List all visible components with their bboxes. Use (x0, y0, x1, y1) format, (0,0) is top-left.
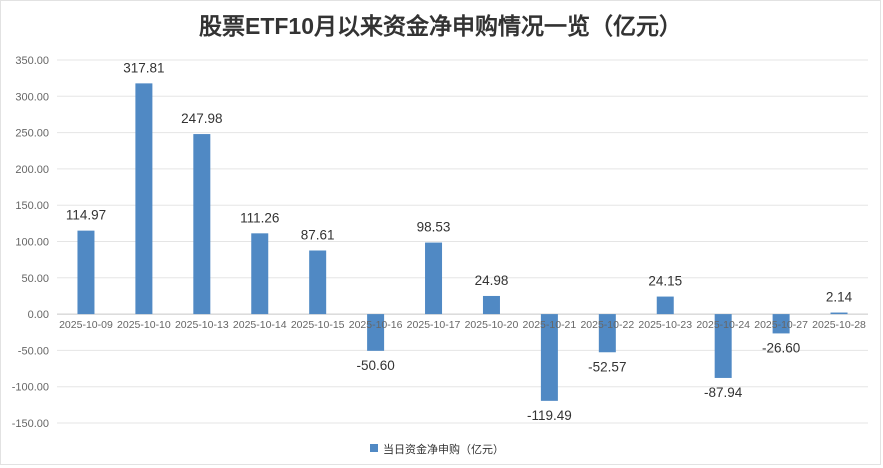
svg-text:-26.60: -26.60 (762, 340, 800, 355)
svg-text:0.00: 0.00 (28, 309, 49, 321)
svg-text:300.00: 300.00 (15, 91, 49, 103)
svg-text:2.14: 2.14 (826, 290, 853, 305)
svg-text:87.61: 87.61 (301, 227, 335, 242)
svg-text:-52.57: -52.57 (588, 359, 626, 374)
svg-text:2025-10-17: 2025-10-17 (407, 319, 461, 331)
svg-text:150.00: 150.00 (15, 200, 49, 212)
svg-text:247.98: 247.98 (181, 111, 222, 126)
svg-text:350.00: 350.00 (15, 55, 49, 67)
svg-text:200.00: 200.00 (15, 164, 49, 176)
svg-text:98.53: 98.53 (417, 220, 451, 235)
svg-text:-50.60: -50.60 (356, 358, 394, 373)
svg-text:2025-10-10: 2025-10-10 (117, 319, 171, 331)
svg-text:317.81: 317.81 (123, 60, 164, 75)
svg-text:24.98: 24.98 (475, 273, 509, 288)
svg-text:114.97: 114.97 (66, 208, 106, 223)
svg-text:2025-10-22: 2025-10-22 (580, 319, 634, 331)
svg-text:2025-10-23: 2025-10-23 (638, 319, 692, 331)
svg-text:250.00: 250.00 (15, 128, 49, 140)
svg-text:2025-10-28: 2025-10-28 (812, 319, 866, 331)
svg-text:当日资金净申购（亿元）: 当日资金净申购（亿元） (383, 442, 504, 456)
svg-text:2025-10-20: 2025-10-20 (465, 319, 519, 331)
svg-text:2025-10-21: 2025-10-21 (523, 319, 577, 331)
svg-text:50.00: 50.00 (21, 273, 49, 285)
svg-text:-87.94: -87.94 (704, 385, 743, 400)
svg-text:-50.00: -50.00 (18, 345, 49, 357)
svg-text:111.26: 111.26 (240, 210, 279, 225)
svg-text:2025-10-24: 2025-10-24 (696, 319, 750, 331)
svg-text:2025-10-09: 2025-10-09 (59, 319, 113, 331)
svg-text:2025-10-14: 2025-10-14 (233, 319, 287, 331)
svg-text:2025-10-16: 2025-10-16 (349, 319, 403, 331)
svg-text:2025-10-27: 2025-10-27 (754, 319, 808, 331)
svg-text:24.15: 24.15 (648, 274, 682, 289)
svg-text:-100.00: -100.00 (12, 382, 49, 394)
svg-text:2025-10-15: 2025-10-15 (291, 319, 345, 331)
svg-text:-150.00: -150.00 (12, 418, 49, 430)
svg-text:100.00: 100.00 (15, 237, 49, 249)
svg-text:-119.49: -119.49 (527, 408, 572, 423)
svg-text:2025-10-13: 2025-10-13 (175, 319, 229, 331)
